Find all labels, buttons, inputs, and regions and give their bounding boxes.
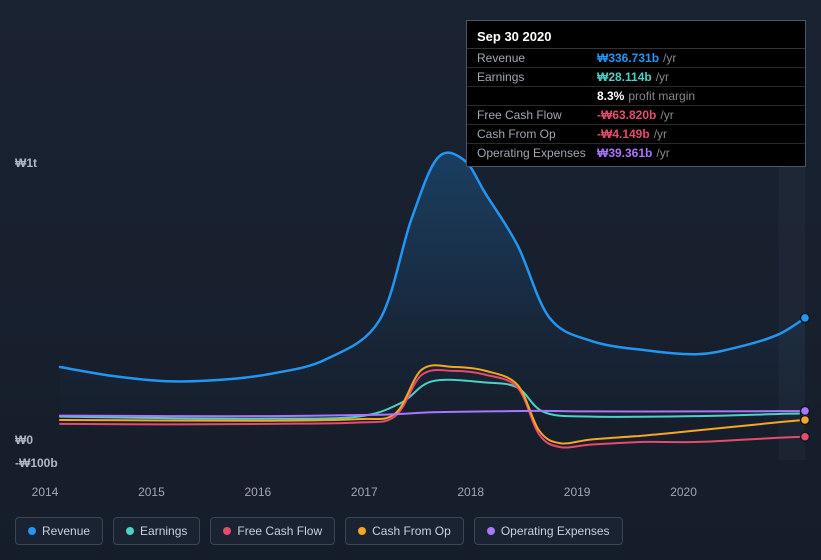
tt-value: -₩63.820b	[597, 108, 656, 122]
tt-pct: 8.3%	[597, 89, 624, 103]
y-axis-label: ₩1t	[15, 156, 37, 170]
legend-swatch	[223, 527, 231, 535]
tt-label: Free Cash Flow	[477, 108, 597, 122]
x-axis-tick: 2018	[457, 485, 484, 499]
tt-suffix: /yr	[656, 146, 669, 160]
tt-label: Revenue	[477, 51, 597, 65]
y-axis-label: ₩0	[15, 433, 33, 447]
legend-label: Revenue	[42, 524, 90, 538]
tooltip-rows: Revenue₩336.731b/yrEarnings₩28.114b/yr8.…	[467, 49, 805, 162]
x-axis: 2014201520162017201820192020	[45, 485, 821, 505]
earnings-chart: ₩1t ₩0 -₩100b	[15, 150, 805, 490]
tt-suffix: /yr	[656, 70, 669, 84]
series-end-marker	[801, 313, 810, 322]
tt-label: Operating Expenses	[477, 146, 597, 160]
tt-value: ₩28.114b	[597, 70, 652, 84]
legend-item[interactable]: Free Cash Flow	[210, 517, 335, 545]
y-axis-label: -₩100b	[15, 456, 58, 470]
legend-label: Earnings	[140, 524, 187, 538]
tooltip-row: Revenue₩336.731b/yr	[467, 49, 805, 68]
tt-suffix: /yr	[660, 108, 673, 122]
tt-label: Cash From Op	[477, 127, 597, 141]
series-end-marker	[801, 432, 810, 441]
legend-swatch	[358, 527, 366, 535]
tt-suffix: /yr	[654, 127, 667, 141]
legend-swatch	[126, 527, 134, 535]
tooltip-date: Sep 30 2020	[467, 25, 805, 49]
legend-item[interactable]: Operating Expenses	[474, 517, 623, 545]
legend-item[interactable]: Revenue	[15, 517, 103, 545]
legend-swatch	[28, 527, 36, 535]
tooltip-row: Earnings₩28.114b/yr	[467, 68, 805, 87]
chart-tooltip: Sep 30 2020 Revenue₩336.731b/yrEarnings₩…	[466, 20, 806, 167]
tt-suffix: /yr	[663, 51, 676, 65]
x-axis-tick: 2015	[138, 485, 165, 499]
tt-subtext: profit margin	[628, 89, 695, 103]
tooltip-subrow: 8.3% profit margin	[467, 87, 805, 106]
tt-value: -₩4.149b	[597, 127, 650, 141]
legend-label: Cash From Op	[372, 524, 451, 538]
tooltip-row: Cash From Op-₩4.149b/yr	[467, 125, 805, 144]
x-axis-tick: 2014	[32, 485, 59, 499]
legend-item[interactable]: Cash From Op	[345, 517, 464, 545]
tooltip-row: Free Cash Flow-₩63.820b/yr	[467, 106, 805, 125]
tt-value: ₩39.361b	[597, 146, 652, 160]
x-axis-tick: 2016	[244, 485, 271, 499]
series-end-marker	[801, 415, 810, 424]
legend-label: Free Cash Flow	[237, 524, 322, 538]
x-axis-tick: 2020	[670, 485, 697, 499]
tt-label: Earnings	[477, 70, 597, 84]
legend-swatch	[487, 527, 495, 535]
tooltip-row: Operating Expenses₩39.361b/yr	[467, 144, 805, 162]
legend-item[interactable]: Earnings	[113, 517, 200, 545]
legend-label: Operating Expenses	[501, 524, 610, 538]
plot-area	[60, 150, 805, 460]
tt-value: ₩336.731b	[597, 51, 659, 65]
series-end-marker	[801, 406, 810, 415]
legend: Revenue Earnings Free Cash Flow Cash From O…	[15, 517, 623, 545]
x-axis-tick: 2019	[564, 485, 591, 499]
x-axis-tick: 2017	[351, 485, 378, 499]
